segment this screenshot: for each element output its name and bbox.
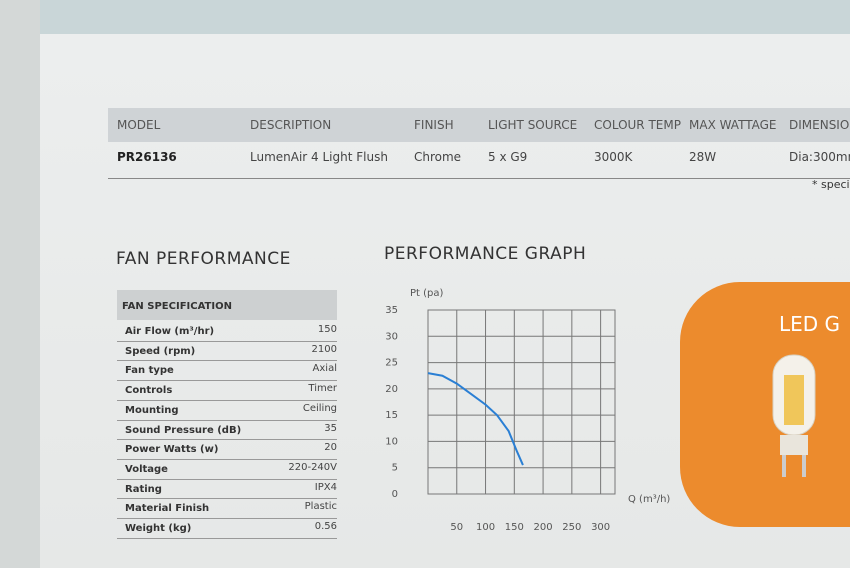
y-tick-label: 15 [385, 410, 398, 421]
row-rule [117, 518, 337, 519]
cell: PR26136 [117, 150, 177, 164]
cell: Chrome [414, 150, 462, 164]
x-tick-label: 150 [505, 522, 524, 533]
box-edge [0, 0, 40, 568]
row-rule [117, 380, 337, 382]
spec-label: Mounting [125, 404, 179, 416]
spec-label: Rating [125, 483, 162, 495]
spec-label: Material Finish [125, 503, 210, 515]
column-header: MAX WATTAGE [689, 118, 777, 132]
column-header: FINISH [414, 118, 454, 132]
cell: 5 x G9 [488, 150, 528, 164]
column-header: COLOUR TEMP [594, 118, 681, 132]
led-panel [680, 282, 850, 527]
spec-value: 20 [324, 442, 337, 454]
row-rule [117, 340, 337, 342]
row-rule [108, 178, 850, 179]
cell: Dia:300mm [789, 150, 850, 164]
cell: LumenAir 4 Light Flush [250, 150, 388, 164]
spec-label: Voltage [125, 463, 168, 475]
cell: 3000K [594, 150, 633, 164]
led-title: LED G [779, 312, 841, 336]
spec-label: Power Watts (w) [125, 444, 219, 456]
y-tick-label: 30 [385, 331, 398, 342]
column-header: DIMENSIONS [789, 118, 850, 132]
header-band [108, 108, 850, 142]
row-rule [117, 439, 337, 441]
spec-label: Fan type [125, 365, 174, 377]
spec-value: IPX4 [314, 481, 337, 493]
spec-value: 150 [317, 324, 337, 335]
x-tick-label: 200 [534, 522, 553, 533]
column-header: LIGHT SOURCE [488, 118, 578, 132]
cell: 28W [689, 150, 717, 164]
section-title: FAN PERFORMANCE [116, 249, 291, 269]
spec-value: 220-240V [288, 461, 337, 473]
spec-label: Air Flow (m³/hr) [125, 326, 215, 337]
spec-label: Speed (rpm) [125, 345, 196, 357]
x-tick-label: 50 [450, 522, 463, 533]
chart-title: PERFORMANCE GRAPH [384, 244, 587, 264]
x-tick-label: 300 [591, 522, 610, 533]
row-rule [117, 498, 337, 500]
row-rule [117, 399, 337, 401]
x-axis-label: Q (m³/h) [628, 494, 670, 505]
column-header: DESCRIPTION [250, 118, 332, 132]
line [427, 372, 524, 466]
spec-label: Controls [125, 385, 173, 397]
row-rule [117, 478, 337, 480]
spec-label: Sound Pressure (dB) [125, 424, 242, 436]
row-rule [117, 419, 337, 421]
spec-value: Ceiling [302, 402, 337, 414]
row-rule [117, 360, 337, 362]
spec-title: FAN SPECIFICATION [122, 301, 232, 312]
spec-value: 35 [324, 422, 337, 434]
spec-value: 0.56 [314, 521, 337, 532]
bulb-icon [772, 354, 816, 477]
y-axis-label: Pt (pa) [410, 288, 444, 299]
y-tick-label: 10 [385, 436, 398, 447]
spec-label: Weight (kg) [125, 523, 192, 534]
footnote: * speci [812, 178, 850, 191]
plot-frame [427, 309, 616, 495]
column-header: MODEL [117, 118, 161, 132]
spec-value: Timer [308, 383, 337, 395]
spec-value: Plastic [304, 501, 337, 513]
y-tick-label: 35 [385, 305, 398, 316]
x-tick-label: 100 [476, 522, 495, 533]
spec-value: 2100 [311, 343, 337, 355]
y-tick-label: 25 [385, 358, 398, 369]
y-tick-label: 0 [392, 489, 398, 500]
x-tick-label: 250 [562, 522, 581, 533]
row-rule [117, 537, 337, 539]
row-rule [117, 458, 337, 460]
y-tick-label: 20 [385, 384, 398, 395]
spec-header [117, 290, 337, 320]
y-tick-label: 5 [392, 463, 398, 474]
spec-value: Axial [312, 363, 337, 375]
